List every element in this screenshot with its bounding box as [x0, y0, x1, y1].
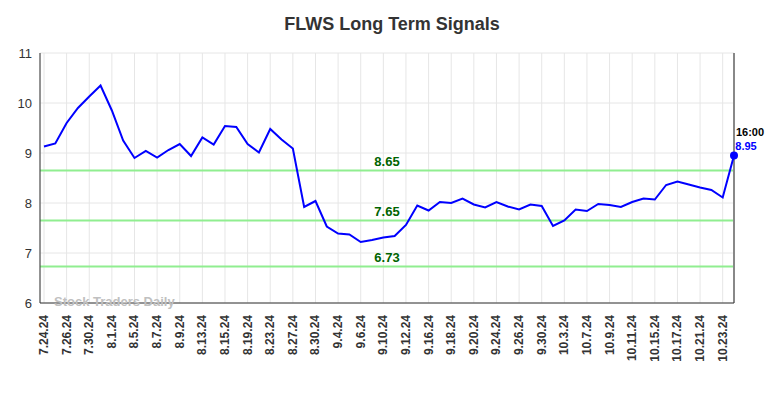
svg-text:9.10.24: 9.10.24	[376, 315, 390, 355]
svg-text:10.15.24: 10.15.24	[648, 315, 662, 362]
svg-text:10.7.24: 10.7.24	[580, 315, 594, 355]
svg-text:9.6.24: 9.6.24	[354, 315, 368, 349]
svg-text:8.1.24: 8.1.24	[105, 315, 119, 349]
svg-text:10.9.24: 10.9.24	[603, 315, 617, 355]
svg-text:8.15.24: 8.15.24	[218, 315, 232, 355]
svg-text:8.7.24: 8.7.24	[150, 315, 164, 349]
svg-text:10.11.24: 10.11.24	[625, 315, 639, 361]
svg-text:10.3.24: 10.3.24	[557, 315, 571, 355]
svg-text:9: 9	[25, 146, 32, 161]
svg-text:9.30.24: 9.30.24	[535, 315, 549, 355]
svg-text:8.95: 8.95	[735, 140, 756, 152]
svg-text:8.5.24: 8.5.24	[127, 315, 141, 349]
svg-text:10.21.24: 10.21.24	[693, 315, 707, 362]
svg-text:7: 7	[25, 246, 32, 261]
html-text:FLWS Long Term Signals: FLWS Long Term Signals	[284, 14, 500, 34]
svg-text:7.24.24: 7.24.24	[37, 315, 51, 355]
svg-text:9.4.24: 9.4.24	[331, 315, 345, 349]
svg-text:7.26.24: 7.26.24	[60, 315, 74, 355]
svg-text:6: 6	[25, 296, 32, 311]
svg-text:7.30.24: 7.30.24	[82, 315, 96, 355]
svg-text:7.65: 7.65	[374, 204, 399, 219]
svg-text:8.30.24: 8.30.24	[308, 315, 322, 355]
svg-text:16:00: 16:00	[736, 126, 764, 138]
svg-text:8: 8	[25, 196, 32, 211]
svg-text:9.24.24: 9.24.24	[489, 315, 503, 355]
html-text:Stock Traders Daily: Stock Traders Daily	[54, 294, 175, 309]
svg-text:8.13.24: 8.13.24	[195, 315, 209, 355]
svg-text:8.27.24: 8.27.24	[286, 315, 300, 355]
svg-text:9.20.24: 9.20.24	[467, 315, 481, 355]
svg-text:10.17.24: 10.17.24	[670, 315, 684, 362]
svg-text:10.23.24: 10.23.24	[716, 315, 730, 362]
svg-text:9.16.24: 9.16.24	[422, 315, 436, 355]
svg-text:9.12.24: 9.12.24	[399, 315, 413, 355]
svg-text:8.9.24: 8.9.24	[173, 315, 187, 349]
svg-text:11: 11	[19, 46, 33, 61]
svg-text:10: 10	[18, 96, 32, 111]
svg-text:9.18.24: 9.18.24	[444, 315, 458, 355]
svg-text:6.73: 6.73	[374, 250, 399, 265]
svg-text:8.23.24: 8.23.24	[263, 315, 277, 355]
svg-text:8.19.24: 8.19.24	[241, 315, 255, 355]
svg-text:8.65: 8.65	[374, 154, 399, 169]
svg-text:9.26.24: 9.26.24	[512, 315, 526, 355]
